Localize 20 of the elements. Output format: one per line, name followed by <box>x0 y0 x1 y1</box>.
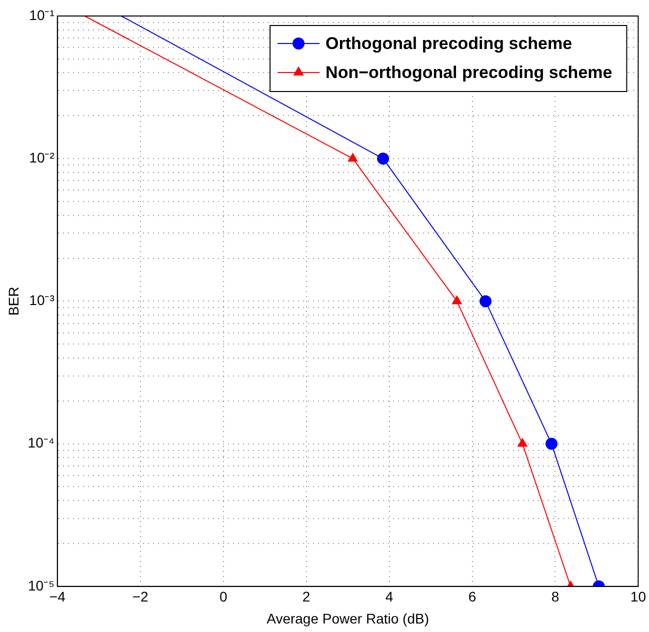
x-tick-label: 10 <box>630 588 646 605</box>
point <box>377 152 390 165</box>
point <box>517 438 528 447</box>
point <box>348 152 358 162</box>
point <box>480 295 492 308</box>
legend-label: Orthogonal precoding scheme <box>326 34 572 54</box>
y-tick-label: 10⁻³ <box>29 292 55 308</box>
y-axis-title: BER <box>5 286 22 316</box>
x-tick-label: −2 <box>132 588 149 605</box>
legend-label: Non−orthogonal precoding scheme <box>326 63 612 82</box>
x-tick-label: 4 <box>385 588 394 605</box>
x-tick-label: 2 <box>302 588 310 605</box>
x-tick-label: 8 <box>551 588 560 605</box>
x-tick-label: 0 <box>219 588 228 605</box>
y-tick-label: 10⁻⁴ <box>28 434 54 451</box>
x-axis-title: Average Power Ratio (dB) <box>266 610 429 626</box>
x-tick-label: 6 <box>468 588 476 605</box>
y-tick-label: 10⁻¹ <box>29 6 55 23</box>
point <box>452 295 462 304</box>
y-tick-label: 10⁻² <box>29 149 55 166</box>
